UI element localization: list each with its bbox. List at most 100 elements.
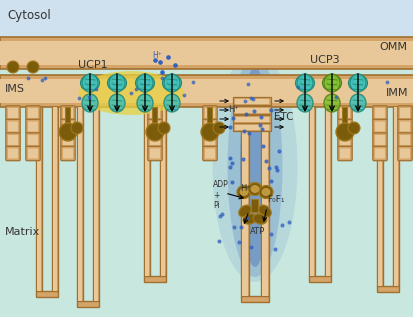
Polygon shape [308,276,330,282]
Polygon shape [37,107,41,291]
Ellipse shape [328,76,341,90]
FancyBboxPatch shape [61,133,75,147]
Polygon shape [144,276,166,282]
Polygon shape [376,286,398,292]
FancyBboxPatch shape [28,121,38,132]
Ellipse shape [295,76,308,90]
Ellipse shape [348,76,361,90]
Ellipse shape [227,57,282,277]
Polygon shape [242,107,247,296]
FancyBboxPatch shape [399,108,409,118]
Polygon shape [77,107,83,301]
FancyBboxPatch shape [150,108,159,118]
Ellipse shape [78,71,183,115]
Ellipse shape [166,76,177,86]
FancyBboxPatch shape [399,135,409,145]
Ellipse shape [323,74,339,92]
Text: IMM: IMM [385,88,407,98]
Ellipse shape [86,76,99,90]
FancyBboxPatch shape [28,135,38,145]
FancyBboxPatch shape [26,146,40,161]
Ellipse shape [352,76,362,86]
Ellipse shape [137,94,153,112]
FancyBboxPatch shape [147,106,162,120]
Ellipse shape [326,76,336,86]
FancyBboxPatch shape [399,121,409,132]
Polygon shape [233,97,271,105]
FancyBboxPatch shape [63,121,73,132]
Text: UCP3: UCP3 [309,55,339,65]
Ellipse shape [242,214,256,224]
Ellipse shape [140,76,150,86]
FancyBboxPatch shape [374,135,384,145]
Circle shape [7,61,19,73]
FancyBboxPatch shape [337,119,351,134]
FancyBboxPatch shape [337,133,351,147]
FancyBboxPatch shape [150,135,159,145]
Ellipse shape [252,214,266,224]
FancyBboxPatch shape [374,108,384,118]
Ellipse shape [259,185,272,198]
Polygon shape [392,107,398,286]
FancyBboxPatch shape [63,148,73,158]
Polygon shape [78,107,82,301]
FancyBboxPatch shape [6,133,20,147]
FancyBboxPatch shape [397,119,411,134]
Text: H⁺: H⁺ [152,51,161,61]
Text: IMS: IMS [5,84,25,94]
Ellipse shape [80,76,93,90]
Polygon shape [94,107,98,301]
Ellipse shape [296,94,312,112]
FancyBboxPatch shape [202,146,217,161]
FancyBboxPatch shape [339,148,349,158]
Polygon shape [261,107,267,296]
Polygon shape [93,107,99,301]
Polygon shape [0,79,413,103]
FancyBboxPatch shape [397,146,411,161]
Ellipse shape [85,76,95,86]
FancyBboxPatch shape [372,119,386,134]
Text: ETC: ETC [273,112,293,122]
Ellipse shape [240,67,269,267]
Polygon shape [144,107,150,276]
Ellipse shape [112,76,122,86]
Polygon shape [309,107,313,276]
Polygon shape [52,107,58,291]
FancyBboxPatch shape [8,148,18,158]
FancyBboxPatch shape [397,106,411,120]
Circle shape [201,123,218,141]
FancyBboxPatch shape [202,133,217,147]
Ellipse shape [212,52,297,282]
FancyBboxPatch shape [8,135,18,145]
Ellipse shape [299,76,309,86]
Polygon shape [235,99,268,103]
Polygon shape [376,107,382,286]
Polygon shape [159,107,166,276]
Polygon shape [260,107,268,296]
FancyBboxPatch shape [28,108,38,118]
FancyBboxPatch shape [6,119,20,134]
FancyBboxPatch shape [26,119,40,134]
Polygon shape [235,107,268,113]
Circle shape [158,122,170,134]
FancyBboxPatch shape [150,121,159,132]
Polygon shape [240,107,248,296]
FancyBboxPatch shape [202,119,217,134]
Polygon shape [342,107,347,123]
Ellipse shape [238,205,251,217]
Polygon shape [393,107,397,286]
Circle shape [335,123,353,141]
Polygon shape [145,107,149,276]
Ellipse shape [164,74,180,92]
FancyBboxPatch shape [26,106,40,120]
Ellipse shape [236,185,250,198]
Circle shape [212,122,224,134]
Polygon shape [0,41,413,65]
Ellipse shape [82,94,98,112]
FancyBboxPatch shape [61,106,75,120]
FancyBboxPatch shape [8,108,18,118]
Ellipse shape [261,188,270,196]
Circle shape [146,123,164,141]
FancyBboxPatch shape [150,148,159,158]
FancyBboxPatch shape [202,106,217,120]
